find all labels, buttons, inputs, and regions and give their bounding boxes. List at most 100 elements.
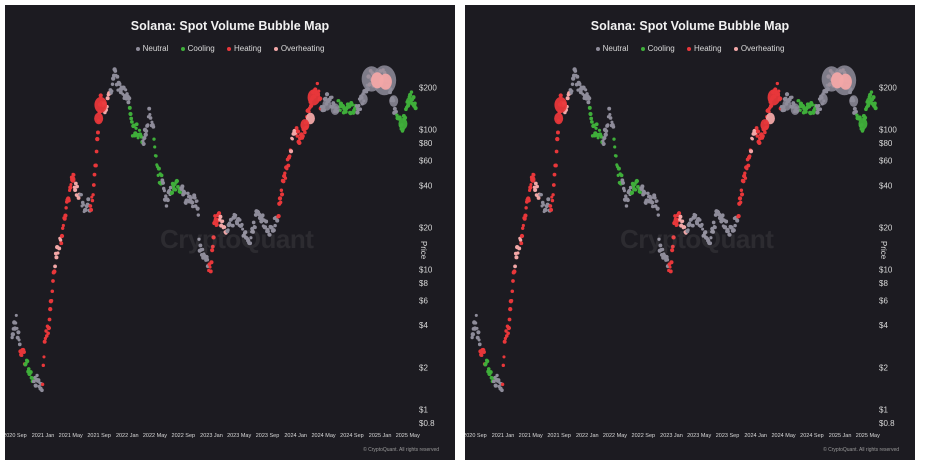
y-tick-label: $0.8 [419, 419, 435, 428]
data-point [608, 112, 612, 117]
legend-item-cooling[interactable]: Cooling [180, 44, 215, 53]
data-point [243, 230, 248, 235]
legend-item-neutral[interactable]: Neutral [595, 44, 628, 53]
data-point [51, 279, 55, 283]
data-point [295, 134, 300, 138]
data-point [634, 178, 640, 184]
y-tick-label: $2 [879, 363, 888, 372]
data-point [290, 137, 294, 141]
data-point [281, 179, 286, 184]
data-point [76, 196, 81, 200]
legend-item-cooling[interactable]: Cooling [640, 44, 675, 53]
volume-bubble [767, 89, 781, 106]
data-point [208, 269, 213, 274]
data-point [519, 241, 524, 246]
data-point [625, 198, 630, 203]
data-point [275, 218, 280, 223]
data-point [20, 353, 24, 358]
data-point [636, 184, 640, 188]
data-point [677, 211, 682, 216]
data-point [44, 329, 48, 333]
data-point [264, 219, 269, 224]
data-point [486, 367, 491, 371]
data-point [536, 196, 541, 200]
legend-marker-overheating [733, 46, 738, 51]
data-point [857, 115, 862, 120]
data-point [588, 111, 593, 117]
data-point [551, 183, 556, 187]
data-point [502, 355, 506, 359]
data-point [208, 265, 212, 269]
data-point [736, 213, 741, 219]
data-point [253, 225, 257, 230]
volume-bubble [379, 73, 392, 90]
y-tick-label: $100 [419, 126, 437, 135]
legend-marker-neutral [595, 46, 600, 51]
data-point [555, 130, 560, 135]
data-point [249, 236, 253, 240]
x-tick-label: 2020 Sep [5, 433, 27, 439]
x-tick-label: 2020 Sep [465, 433, 487, 439]
data-point [621, 180, 625, 185]
legend-label: Neutral [142, 44, 169, 53]
panel-gap [455, 0, 465, 463]
data-point [648, 196, 653, 201]
data-point [286, 163, 291, 168]
data-point [510, 289, 515, 294]
y-tick-label: $8 [419, 279, 428, 288]
data-point [173, 188, 178, 192]
data-point [17, 338, 21, 342]
legend-item-heating[interactable]: Heating [227, 44, 262, 53]
data-point [40, 388, 44, 393]
data-point [543, 207, 548, 213]
data-point [174, 178, 180, 184]
data-point [577, 81, 582, 87]
data-point [668, 269, 673, 274]
data-point [624, 204, 629, 208]
y-tick-label: $100 [879, 126, 897, 135]
legend-marker-cooling [640, 46, 645, 51]
chart-title: Solana: Spot Volume Bubble Map [130, 19, 330, 33]
data-point [655, 206, 660, 211]
legend-item-overheating[interactable]: Overheating [273, 44, 324, 53]
data-point [711, 220, 716, 225]
data-point [111, 76, 116, 81]
legend-marker-heating [687, 46, 691, 51]
data-point [178, 190, 182, 194]
volume-bubble [389, 95, 399, 107]
data-point [757, 140, 762, 146]
data-point [713, 225, 717, 230]
data-point [28, 370, 33, 375]
legend-item-overheating[interactable]: Overheating [733, 44, 784, 53]
data-point [713, 212, 718, 217]
data-point [731, 228, 736, 233]
chart-legend: Neutral Cooling Heating Overheating [465, 44, 915, 53]
legend-label: Cooling [187, 44, 215, 53]
data-point [136, 136, 140, 140]
data-point [126, 100, 131, 105]
legend-item-neutral[interactable]: Neutral [135, 44, 169, 53]
data-point [47, 317, 52, 322]
data-point [164, 204, 169, 208]
data-point [69, 183, 73, 187]
y-tick-label: $6 [419, 297, 428, 306]
data-point [678, 214, 683, 219]
data-point [278, 200, 283, 205]
data-point [803, 109, 808, 114]
data-point [500, 388, 504, 393]
data-point [529, 183, 533, 187]
data-point [760, 134, 765, 139]
data-point [153, 145, 157, 149]
data-point [670, 248, 675, 253]
x-tick-label: 2022 Jan [576, 433, 599, 439]
legend-item-heating[interactable]: Heating [687, 44, 722, 53]
data-point [196, 213, 201, 217]
data-point [485, 359, 490, 364]
volume-bubble [300, 119, 310, 131]
y-tick-label: $1 [879, 405, 888, 414]
data-point [130, 120, 134, 124]
data-point [512, 269, 517, 274]
data-point [54, 255, 59, 260]
x-tick-label: 2025 Jan [369, 433, 392, 439]
x-tick-label: 2023 Jan [200, 433, 223, 439]
